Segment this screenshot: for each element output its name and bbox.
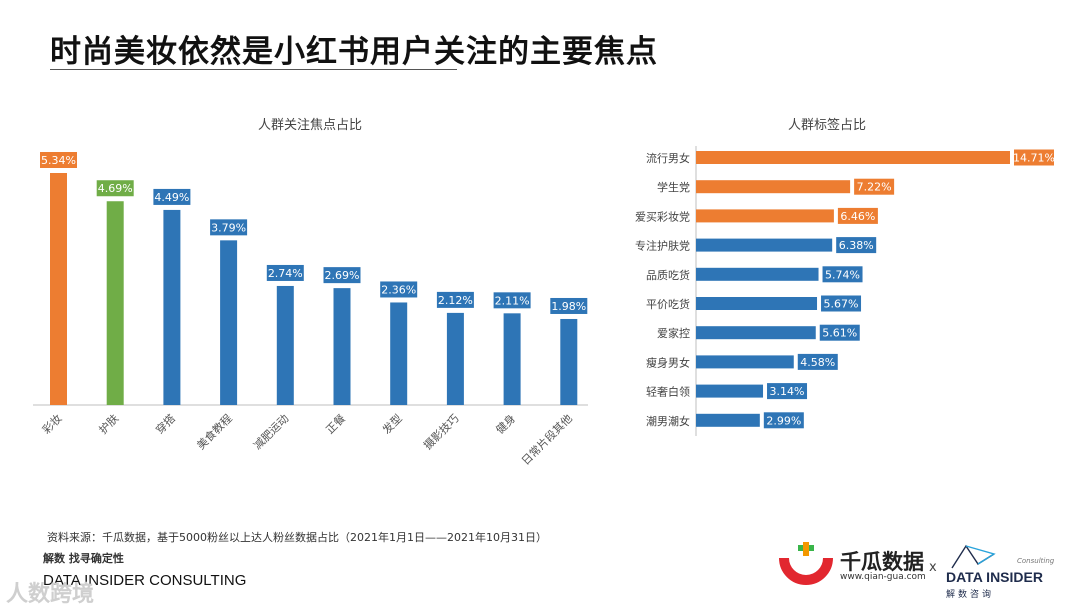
bar-4 <box>276 285 294 405</box>
data-label-bg-3 <box>210 219 248 236</box>
datainsider-logo-icon <box>951 544 996 569</box>
datainsider-sub: 解数咨询 <box>946 590 995 600</box>
bar-5 <box>333 288 351 405</box>
title-underline <box>50 69 457 70</box>
hbar-category-0: 流行男女 <box>646 151 690 165</box>
hbar-label-bg-8 <box>767 383 808 400</box>
bar-1 <box>106 201 124 405</box>
hbar-8 <box>696 384 764 398</box>
data-label-bg-9 <box>550 297 588 314</box>
brand-text: DATA INSIDER CONSULTING <box>43 572 247 589</box>
data-label-5: 2.69% <box>325 269 360 282</box>
data-label-0: 5.34% <box>41 154 76 167</box>
hbar-label-bg-5 <box>821 295 862 312</box>
hbar-5 <box>696 297 818 310</box>
hbar-9 <box>696 413 760 427</box>
data-label-9: 1.98% <box>551 300 586 313</box>
data-label-1: 4.69% <box>98 182 133 195</box>
hbar-label-3: 6.38% <box>839 239 874 252</box>
qiangua-name: 千瓜数据 <box>840 550 924 574</box>
data-label-7: 2.12% <box>438 294 473 307</box>
data-label-bg-8 <box>493 292 531 309</box>
hbar-label-bg-2 <box>837 207 878 224</box>
hbar-label-8: 3.14% <box>770 385 805 398</box>
user-tag-bar-chart: 流行男女 14.71% 学生党 7.22% 爱买彩妆党 6.46% 专注护肤党 6.38% 品质… <box>635 146 1055 436</box>
bar-8 <box>503 313 521 405</box>
data-label-bg-1 <box>96 180 134 197</box>
left-chart-title: 人群关注焦点占比 <box>258 118 363 133</box>
data-label-bg-2 <box>153 188 191 205</box>
right-chart-title: 人群标签占比 <box>788 118 867 133</box>
hbar-label-bg-0 <box>1014 149 1054 166</box>
hbar-label-bg-4 <box>822 266 863 283</box>
hbar-6 <box>696 326 816 340</box>
hbar-4 <box>696 267 819 281</box>
hbar-label-bg-3 <box>836 237 877 254</box>
data-label-bg-7 <box>436 291 474 308</box>
qiangua-logo: 千瓜数据 www.qian-gua.com <box>778 540 938 590</box>
hbar-category-1: 学生党 <box>657 180 690 194</box>
bar-6 <box>390 302 408 405</box>
qiangua-url: www.qian-gua.com <box>840 572 926 582</box>
hbar-category-5: 平价吃货 <box>646 297 690 311</box>
data-label-3: 3.79% <box>211 221 246 234</box>
hbar-3 <box>696 238 833 252</box>
data-label-4: 2.74% <box>268 267 303 280</box>
hbar-category-7: 瘦身男女 <box>646 355 690 369</box>
hbar-label-0: 14.71% <box>1013 152 1055 165</box>
hbar-category-6: 爱家控 <box>657 326 690 340</box>
hbar-label-4: 5.74% <box>825 268 860 281</box>
focus-share-bar-chart: 5.34%彩妆4.69%护肤4.49%穿搭3.79%美食教程2.74%减肥运动2… <box>33 152 588 468</box>
bar-3 <box>220 240 238 405</box>
watermark: 人数跨境 <box>6 582 95 607</box>
data-label-8: 2.11% <box>495 294 530 307</box>
datainsider-consulting: Consulting <box>1017 557 1055 565</box>
hbar-label-6: 5.61% <box>822 327 857 340</box>
hbar-label-bg-6 <box>819 324 860 341</box>
hbar-label-bg-1 <box>854 178 895 195</box>
hbar-category-3: 专注护肤党 <box>635 239 690 253</box>
hbar-category-2: 爱买彩妆党 <box>635 210 690 223</box>
bar-2 <box>163 209 181 405</box>
bar-9 <box>560 318 578 405</box>
logo-separator: x <box>929 560 937 575</box>
data-label-bg-5 <box>323 267 361 284</box>
data-label-bg-4 <box>266 264 304 281</box>
data-label-bg-0 <box>40 152 77 168</box>
hbar-category-4: 品质吃货 <box>646 268 690 282</box>
datainsider-logo: Consulting DATA INSIDER 解数咨询 <box>944 540 1064 600</box>
bar-7 <box>446 312 464 405</box>
hbar-2 <box>696 209 834 223</box>
hbar-0 <box>696 151 1010 164</box>
hbar-category-9: 潮男潮女 <box>646 414 690 428</box>
data-label-2: 4.49% <box>154 191 189 204</box>
hbar-label-bg-7 <box>797 353 838 370</box>
hbar-category-8: 轻奢白领 <box>646 385 690 399</box>
data-label-bg-6 <box>380 281 418 298</box>
data-label-6: 2.36% <box>381 283 416 296</box>
hbar-label-bg-9 <box>763 412 804 429</box>
hbar-label-5: 5.67% <box>824 298 859 311</box>
page-title: 时尚美妆依然是小红书用户关注的主要焦点 <box>50 34 658 70</box>
datainsider-name: DATA INSIDER <box>946 569 1043 585</box>
hbar-label-7: 4.58% <box>800 356 835 369</box>
hbar-label-9: 2.99% <box>766 414 801 427</box>
hbar-7 <box>696 355 794 369</box>
source-note: 资料来源：千瓜数据，基于5000粉丝以上达人粉丝数据占比（2021年1月1日——… <box>47 531 547 544</box>
tagline: 解数 找寻确定性 <box>43 552 124 565</box>
hbar-label-2: 6.46% <box>840 210 875 223</box>
hbar-1 <box>696 180 851 194</box>
hbar-label-1: 7.22% <box>857 181 892 194</box>
bar-0 <box>50 173 67 405</box>
qiangua-logo-icon <box>779 542 833 585</box>
